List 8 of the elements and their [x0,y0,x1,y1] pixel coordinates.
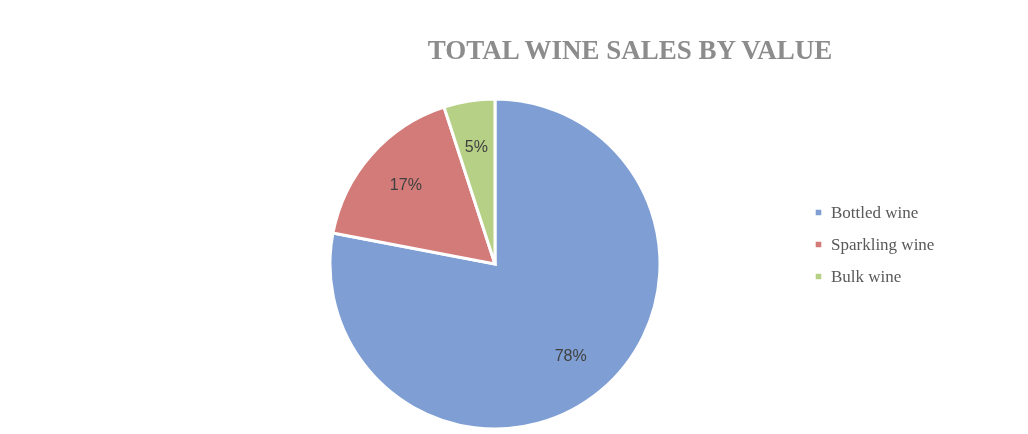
chart-title: TOTAL WINE SALES BY VALUE [427,35,833,65]
pie-slice [328,97,662,431]
legend-label: Sparkling wine [831,234,935,254]
data-label: 17% [389,176,422,194]
data-label: 78% [554,346,587,364]
data-label: 5% [464,137,488,155]
legend-label: Bottled wine [831,202,919,222]
legend-label: Bulk wine [831,266,902,286]
